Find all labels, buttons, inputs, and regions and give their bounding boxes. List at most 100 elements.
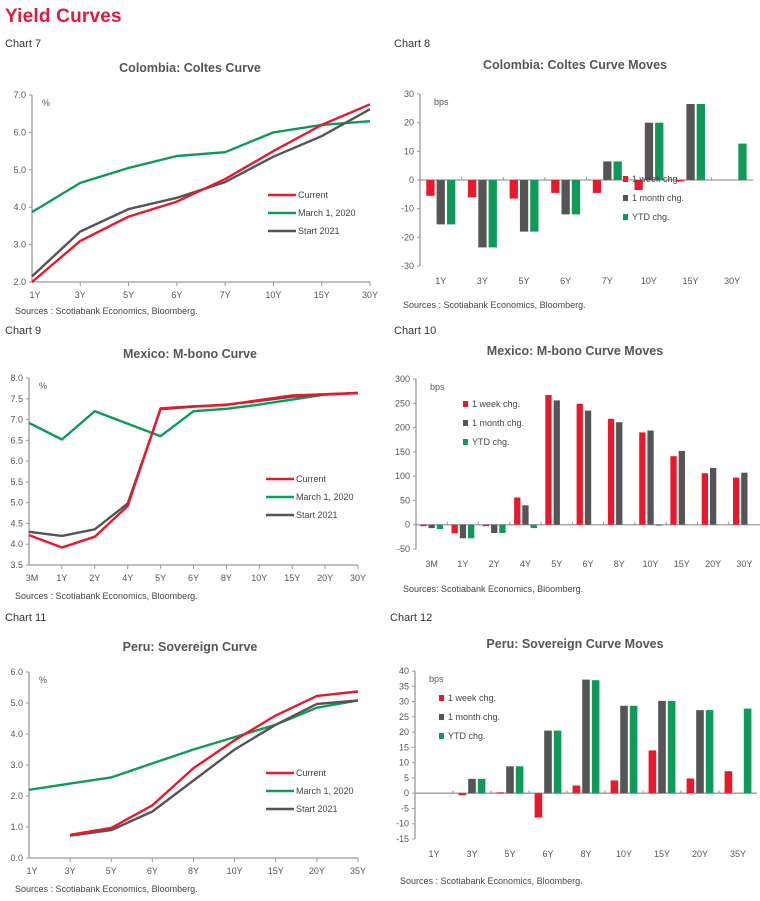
legend-label: March 1, 2020 (296, 786, 354, 796)
bar-ytd-chg- (571, 180, 581, 215)
bar-1-week-chg- (514, 497, 521, 525)
x-tick-label: 1Y (56, 573, 67, 583)
y-tick-label: 25 (399, 712, 409, 722)
bar-1-month-chg- (696, 710, 704, 794)
legend-label: YTD chg. (632, 212, 670, 222)
y-tick-label: 10 (399, 758, 409, 768)
legend-label: 1 month chg. (632, 193, 684, 203)
x-tick-label: 4Y (122, 573, 133, 583)
bar-1-month-chg- (616, 422, 623, 525)
x-tick-label: 20Y (692, 849, 708, 859)
bar-1-month-chg- (620, 705, 628, 794)
bar-1-week-chg- (592, 180, 602, 193)
x-tick-label: 1Y (428, 849, 439, 859)
y-tick-label: 100 (395, 471, 410, 481)
x-tick-label: 10Y (227, 866, 243, 876)
bar-1-month-chg- (644, 122, 654, 180)
bar-ytd-chg- (743, 708, 752, 794)
chart7-plot: 2.0 3.0 4.0 5.0 6.0 7.0% 1Y 3Y 5Y 6Y 7Y 10Y 15Y 30Y Cu… (13, 90, 378, 300)
legend-swatch (439, 714, 444, 720)
y-tick-label: 0 (409, 175, 414, 185)
x-tick-label: 5Y (155, 573, 166, 583)
bar-1-week-chg- (420, 524, 427, 527)
source-note: Sources : Scotiabank Economics, Bloomber… (15, 306, 198, 316)
bar-1-week-chg- (576, 403, 583, 525)
series-line-march-1-2020 (28, 391, 359, 441)
y-tick-label: -30 (401, 261, 414, 271)
legend-swatch (463, 401, 468, 407)
bar-1-month-chg- (647, 430, 654, 525)
y-tick-label: 5 (404, 773, 409, 783)
bar-1-week-chg- (686, 778, 695, 794)
chart9-panel: Chart 9 Mexico: M-bono Curve 3.5 4.0 4.5 5.… (0, 325, 380, 605)
chart-title: Peru: Sovereign Curve (122, 640, 258, 654)
y-tick-label: 15 (399, 742, 409, 752)
x-tick-label: 30Y (724, 276, 740, 286)
bar-1-month-chg- (582, 679, 590, 794)
x-tick-label: 10Y (616, 849, 632, 859)
bar-1-week-chg- (733, 477, 740, 525)
y-tick-label: 6.0 (13, 127, 26, 137)
bar-1-week-chg- (639, 432, 646, 525)
legend-label: Start 2021 (296, 804, 338, 814)
x-tick-label: 2Y (89, 573, 100, 583)
legend-label: YTD chg. (472, 437, 510, 447)
source-note: Sources : Scotiabank Economics, Bloomber… (15, 884, 198, 894)
chart11-plot: 0.0 1.0 2.0 3.0 4.0 5.0 6.0% 1Y 3Y 5Y 6Y 8Y 10Y 15Y 20… (10, 667, 366, 876)
unit-label: bps (434, 97, 449, 107)
x-tick-label: 30Y (736, 559, 752, 569)
y-tick-label: -10 (396, 819, 409, 829)
chart-title: Mexico: M-bono Curve (122, 347, 258, 361)
chart10-plot: -50 0 50 100 150 200 250 300 bps 3M 1Y 2Y 4Y 5Y 6Y 8Y 10… (395, 374, 760, 569)
source-note: Sources : Scotiabank Economics, Bloomber… (403, 300, 586, 310)
bar-1-week-chg- (545, 395, 552, 525)
bar-ytd-chg- (591, 680, 600, 794)
y-tick-label: 7.0 (10, 415, 23, 425)
x-tick-label: 1Y (457, 559, 468, 569)
bar-1-month-chg- (741, 472, 748, 525)
chart12-panel: Chart 12 Peru: Sovereign Curve Moves -15… (385, 612, 760, 901)
bar-ytd-chg- (530, 524, 537, 529)
bar-1-month-chg- (478, 180, 487, 248)
bar-1-week-chg- (482, 524, 490, 527)
x-tick-label: 3Y (65, 866, 76, 876)
source-note: Sources: Scotiabank Economics, Bloomberg… (403, 584, 584, 594)
y-tick-label: 0 (404, 788, 409, 798)
y-tick-label: -10 (401, 204, 414, 214)
y-tick-label: 250 (395, 398, 410, 408)
legend-label: 1 week chg. (448, 693, 496, 703)
x-tick-label: 3Y (466, 849, 477, 859)
bar-ytd-chg- (655, 122, 664, 180)
series-line-current (31, 103, 371, 283)
x-tick-label: 10Y (641, 276, 657, 286)
legend-label: Current (296, 474, 327, 484)
x-tick-label: 3M (425, 559, 438, 569)
unit-label: bps (429, 674, 444, 684)
x-tick-label: 15Y (654, 849, 670, 859)
bar-1-week-chg- (572, 785, 581, 794)
bar-ytd-chg- (468, 524, 475, 539)
x-tick-label: 7Y (220, 290, 231, 300)
y-tick-label: 30 (404, 89, 414, 99)
y-tick-label: 3.5 (10, 560, 23, 570)
x-tick-label: 3Y (477, 276, 488, 286)
bar-1-month-chg- (686, 104, 695, 180)
legend-label: YTD chg. (448, 731, 486, 741)
legend-label: March 1, 2020 (296, 492, 354, 502)
y-tick-label: 4.0 (10, 729, 23, 739)
x-tick-label: 4Y (520, 559, 531, 569)
bar-1-month-chg- (658, 700, 666, 794)
x-tick-label: 1Y (29, 290, 40, 300)
x-tick-label: 3Y (75, 290, 86, 300)
bar-1-week-chg- (670, 456, 677, 525)
chart11-panel: Chart 11 Peru: Sovereign Curve 0.0 1.0 2.0… (0, 612, 380, 901)
bar-ytd-chg- (655, 524, 662, 526)
chart-number: Chart 8 (394, 38, 431, 50)
legend-label: March 1, 2020 (298, 208, 356, 218)
bar-ytd-chg- (515, 766, 524, 794)
legend-label: Current (298, 190, 329, 200)
chart8-plot: -30 -20 -10 0 10 20 30 bps 1Y 3Y 5Y 6Y 7Y 10Y 15Y 30Y 1 … (401, 89, 753, 286)
x-tick-label: 15Y (683, 276, 699, 286)
series-line-start-2021 (69, 699, 359, 837)
bar-1-month-chg- (561, 180, 570, 215)
